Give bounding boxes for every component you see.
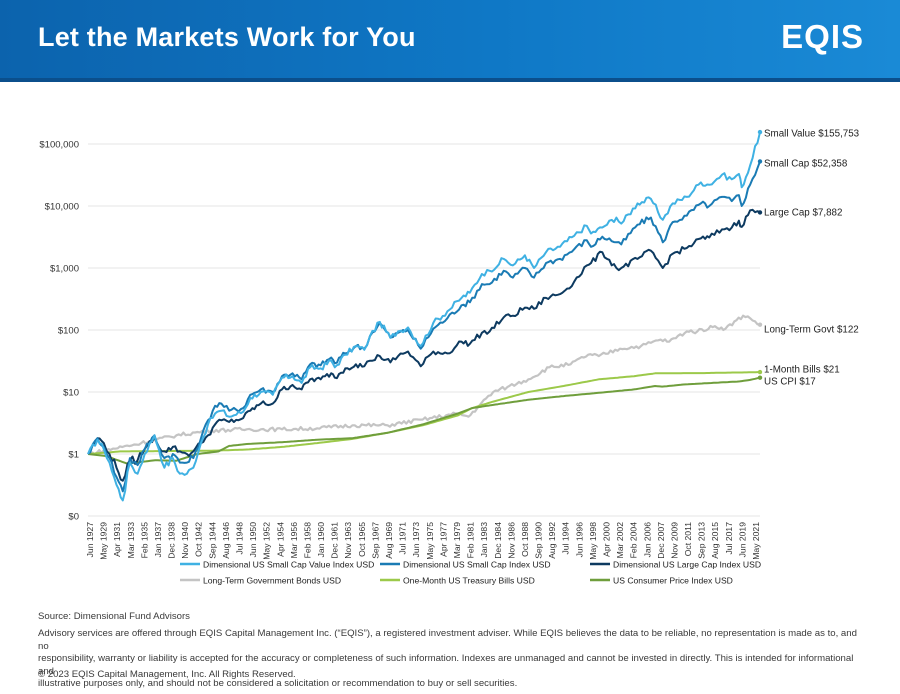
x-tick-label: May 1998 xyxy=(588,522,598,560)
x-tick-label: Jan 1937 xyxy=(153,522,163,558)
x-tick-label: Mar 1956 xyxy=(289,522,299,559)
y-tick-label: $100 xyxy=(58,326,79,337)
x-tick-label: May 1929 xyxy=(99,522,109,560)
y-tick-label: $100,000 xyxy=(39,140,79,151)
x-tick-label: Apr 1977 xyxy=(438,522,448,557)
copyright: © 2023 EQIS Capital Management, Inc. All… xyxy=(38,669,296,680)
x-tick-label: Oct 2011 xyxy=(683,522,693,556)
x-tick-label: Jun 1927 xyxy=(85,522,95,558)
disclaimer: Advisory services are offered through EQ… xyxy=(38,628,868,691)
series-end-marker xyxy=(757,129,763,135)
x-tick-label: Nov 1940 xyxy=(180,522,190,559)
growth-chart: $100,000 $10,000 $1,000 $100 $10 $1 $0 Jun 1927… xyxy=(39,129,860,586)
legend-label: Long-Term Government Bonds USD xyxy=(203,575,341,585)
x-tick-label: Dec 1984 xyxy=(493,522,503,559)
disclaimer-line-1: Advisory services are offered through EQ… xyxy=(38,628,857,652)
disclaimer-line-3: illustrative purposes only, and should n… xyxy=(38,678,518,689)
x-tick-label: Apr 1931 xyxy=(112,522,122,557)
x-tick-label: Jul 1994 xyxy=(561,522,571,555)
x-tick-label: Jun 2019 xyxy=(737,522,747,558)
legend-label: One-Month US Treasury Bills USD xyxy=(403,575,535,585)
x-tick-label: Sep 1944 xyxy=(207,522,217,559)
x-tick-label: Jul 1971 xyxy=(398,522,408,555)
series-end-label: Large Cap $7,882 xyxy=(764,208,842,219)
y-tick-label: $0 xyxy=(68,512,79,523)
x-tick-label: Mar 2002 xyxy=(615,522,625,559)
x-tick-label: Feb 2004 xyxy=(629,522,639,559)
y-tick-label: $10,000 xyxy=(45,202,79,213)
page-title: Let the Markets Work for You xyxy=(38,22,416,52)
y-tick-label: $10 xyxy=(63,388,79,399)
x-tick-label: Dec 1938 xyxy=(167,522,177,559)
x-tick-label: Oct 1988 xyxy=(520,522,530,557)
header-band xyxy=(0,0,900,82)
series-end-marker xyxy=(757,322,763,327)
x-tick-label: Apr 1954 xyxy=(275,522,285,557)
x-tick-label: Aug 1992 xyxy=(547,522,557,559)
x-tick-label: Feb 1958 xyxy=(302,522,312,559)
x-tick-label: Jul 1948 xyxy=(235,522,245,555)
series-line xyxy=(87,314,761,456)
series-line xyxy=(87,376,761,465)
x-tick-label: Aug 1946 xyxy=(221,522,231,559)
header-underline xyxy=(0,78,900,82)
series-end-marker xyxy=(757,369,763,375)
x-tick-label: Jan 1983 xyxy=(479,522,489,558)
x-tick-label: Apr 2000 xyxy=(601,522,611,557)
x-tick-label: Aug 2015 xyxy=(710,522,720,559)
x-tick-label: Jan 2006 xyxy=(642,522,652,558)
series-line xyxy=(87,161,761,493)
disclaimer-line-2: responsibility, warranty or liability is… xyxy=(38,653,854,677)
series-end-marker xyxy=(757,159,763,164)
x-tick-label: Aug 1969 xyxy=(384,522,394,559)
series-line xyxy=(87,371,761,455)
x-tick-label: Mar 1933 xyxy=(126,522,136,559)
x-tick-label: Jul 2017 xyxy=(724,522,734,555)
legend-label: Dimensional US Small Cap Index USD xyxy=(403,559,551,569)
x-tick-label: Feb 1935 xyxy=(139,522,149,559)
series-end-label: US CPI $17 xyxy=(764,377,816,388)
x-tick-label: Jun 1973 xyxy=(411,522,421,558)
x-tick-label: Feb 1981 xyxy=(466,522,476,559)
series-end-label: 1-Month Bills $21 xyxy=(764,365,840,376)
x-tick-label: May 1952 xyxy=(262,522,272,560)
x-tick-label: Dec 1961 xyxy=(330,522,340,559)
eqis-logo: EQIS xyxy=(781,18,864,55)
x-tick-label: Oct 1942 xyxy=(194,522,204,557)
x-tick-label: Mar 1979 xyxy=(452,522,462,559)
series-end-label: Long-Term Govt $122 xyxy=(764,325,859,336)
source-note: Source: Dimensional Fund Advisors xyxy=(38,611,190,622)
x-tick-label: Oct 1965 xyxy=(357,522,367,557)
legend-label: Dimensional US Small Cap Value Index USD xyxy=(203,559,374,569)
x-tick-label: Nov 2009 xyxy=(669,522,679,559)
x-tick-label: Jan 1960 xyxy=(316,522,326,558)
x-tick-label: Sep 1990 xyxy=(534,522,544,559)
series-line xyxy=(87,131,761,502)
legend-label: US Consumer Price Index USD xyxy=(613,575,733,585)
series-end-marker xyxy=(757,375,763,380)
x-tick-label: Dec 2007 xyxy=(656,522,666,559)
x-tick-label: May 1975 xyxy=(425,522,435,560)
y-tick-label: $1 xyxy=(68,450,79,461)
series-end-label: Small Value $155,753 xyxy=(764,129,860,140)
x-tick-label: Sep 2013 xyxy=(697,522,707,559)
legend-label: Dimensional US Large Cap Index USD xyxy=(613,559,761,569)
series-end-marker xyxy=(757,210,763,215)
x-tick-label: Nov 1986 xyxy=(506,522,516,559)
x-tick-label: Sep 1967 xyxy=(370,522,380,559)
y-tick-label: $1,000 xyxy=(50,264,79,275)
series-end-label: Small Cap $52,358 xyxy=(764,159,848,170)
x-tick-label: Jun 1996 xyxy=(574,522,584,558)
x-tick-label: Nov 1963 xyxy=(343,522,353,559)
x-tick-label: May 2021 xyxy=(751,522,761,560)
x-tick-label: Jun 1950 xyxy=(248,522,258,558)
